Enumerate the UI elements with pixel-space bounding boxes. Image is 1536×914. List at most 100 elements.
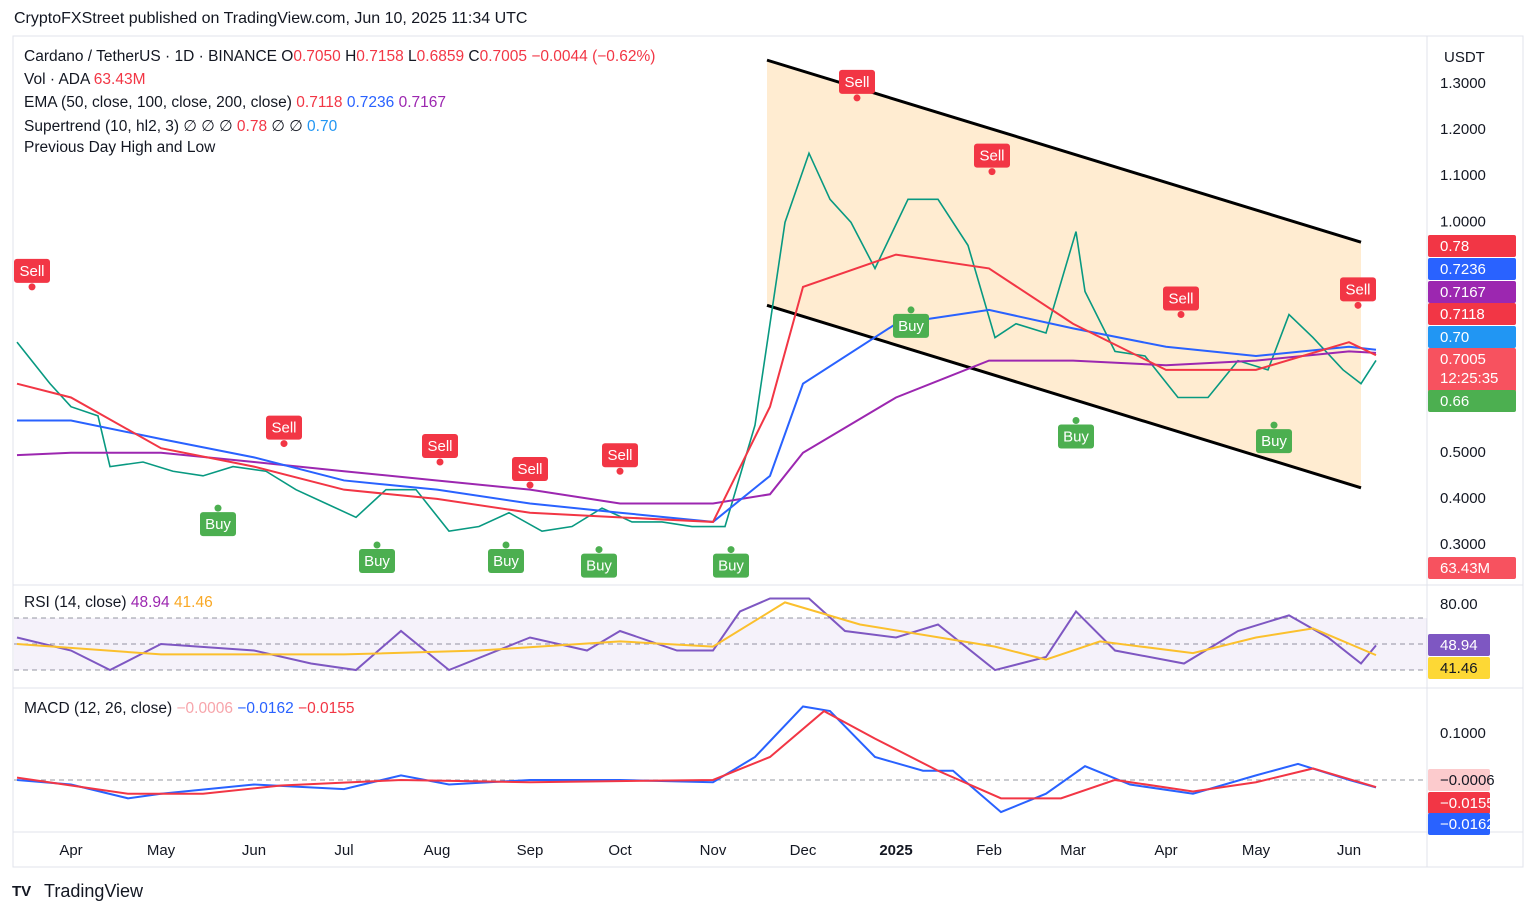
signal-point bbox=[502, 541, 510, 549]
signal-point bbox=[988, 168, 996, 176]
change: −0.0044 (−0.62%) bbox=[531, 48, 656, 65]
badge-label: 0.70 bbox=[1440, 329, 1469, 346]
st-value: ∅ bbox=[289, 118, 303, 135]
y-tick-label: 0.5000 bbox=[1440, 444, 1486, 461]
signal-label: Buy bbox=[493, 553, 519, 570]
ohlc-key: L bbox=[408, 48, 417, 65]
signal-box bbox=[1340, 277, 1376, 302]
price-badge bbox=[1428, 303, 1516, 325]
signal-label: Sell bbox=[607, 447, 632, 464]
price-badge bbox=[1428, 326, 1516, 348]
price-badge bbox=[1428, 258, 1516, 280]
brand-name: TradingView bbox=[44, 881, 144, 901]
legend-macd: MACD (12, 26, close) −0.0006 −0.0162 −0.… bbox=[24, 700, 355, 718]
x-tick-label: Mar bbox=[1060, 842, 1086, 859]
vol-name: Vol · ADA bbox=[24, 71, 90, 88]
ohlc: O0.7050 H0.7158 L0.6859 C0.7005 bbox=[281, 48, 531, 65]
price-badge bbox=[1428, 348, 1516, 392]
x-tick-label: Nov bbox=[700, 842, 727, 859]
x-tick-label: Sep bbox=[517, 842, 544, 859]
rsi-band bbox=[14, 617, 1427, 671]
st-values: ∅ ∅ ∅ 0.78 ∅ ∅ 0.70 bbox=[183, 118, 337, 135]
signal-label: Sell bbox=[844, 74, 869, 91]
st-value: ∅ bbox=[219, 118, 233, 135]
signal-point bbox=[1072, 417, 1080, 425]
ohlc-key: C bbox=[468, 48, 480, 65]
ema-value: 0.7118 bbox=[296, 94, 343, 111]
x-tick-label: May bbox=[147, 842, 176, 859]
signal-point bbox=[1354, 301, 1362, 309]
x-tick-label: Jun bbox=[242, 842, 266, 859]
signal-box bbox=[1256, 429, 1292, 454]
signal-point bbox=[1270, 421, 1278, 429]
x-tick-label: Oct bbox=[608, 842, 632, 859]
x-tick-label: 2025 bbox=[879, 842, 912, 859]
rsi-value: 48.94 bbox=[130, 594, 170, 611]
series-line bbox=[16, 709, 1377, 800]
macd-name: MACD (12, 26, close) bbox=[24, 700, 173, 717]
badge-label: −0.0162 bbox=[1440, 816, 1495, 833]
symbol: Cardano / TetherUS · 1D · BINANCE bbox=[24, 48, 277, 65]
signal-box bbox=[422, 434, 458, 459]
x-tick-label: Feb bbox=[976, 842, 1002, 859]
frame bbox=[12, 35, 1524, 868]
signal-point bbox=[214, 504, 222, 512]
signal-point bbox=[727, 546, 735, 554]
ohlc-value: 0.6859 bbox=[416, 48, 465, 65]
st-value: 0.78 bbox=[236, 118, 268, 135]
price-badge bbox=[1428, 235, 1516, 257]
ohlc-value: 0.7005 bbox=[479, 48, 528, 65]
signal-point bbox=[907, 306, 915, 314]
price-badge bbox=[1428, 281, 1516, 303]
badge-label: 63.43M bbox=[1440, 560, 1490, 577]
st-value: ∅ bbox=[271, 118, 285, 135]
countdown: 12:25:35 bbox=[1440, 370, 1498, 387]
signal-box bbox=[1058, 424, 1094, 449]
signal-label: Buy bbox=[1063, 429, 1089, 446]
signal-label: Sell bbox=[1345, 281, 1370, 298]
signal-point bbox=[436, 458, 444, 466]
legend-vol: Vol · ADA 63.43M bbox=[24, 71, 146, 89]
signal-box bbox=[14, 258, 50, 283]
st-name: Supertrend (10, hl2, 3) bbox=[24, 118, 180, 135]
signal-label: Buy bbox=[364, 553, 390, 570]
series-line bbox=[16, 601, 1377, 661]
ohlc-key: H bbox=[345, 48, 357, 65]
price-badge bbox=[1428, 657, 1490, 679]
series-line bbox=[16, 253, 1377, 523]
rsi-name: RSI (14, close) bbox=[24, 594, 127, 611]
x-tick-label: Dec bbox=[790, 842, 817, 859]
signal-box bbox=[1163, 286, 1199, 311]
macd-value: −0.0162 bbox=[237, 700, 294, 717]
signal-box bbox=[839, 69, 875, 94]
price-badge bbox=[1428, 769, 1490, 791]
y-tick-label: 1.0000 bbox=[1440, 213, 1486, 230]
y-tick-label: 0.3000 bbox=[1440, 536, 1486, 553]
signal-label: Sell bbox=[427, 438, 452, 455]
badge-label: 0.66 bbox=[1440, 393, 1469, 410]
badge-label: −0.0006 bbox=[1440, 772, 1495, 789]
ema-name: EMA (50, close, 100, close, 200, close) bbox=[24, 94, 292, 111]
y-tick-label: 1.1000 bbox=[1440, 167, 1486, 184]
macd-value: −0.0155 bbox=[298, 700, 355, 717]
badge-label: 0.7005 bbox=[1440, 351, 1486, 368]
signal-box bbox=[974, 143, 1010, 168]
ema-value: 0.7236 bbox=[346, 94, 395, 111]
series-line bbox=[16, 705, 1377, 814]
signal-point bbox=[1177, 311, 1185, 319]
signal-point bbox=[853, 94, 861, 102]
badge-label: 0.7118 bbox=[1440, 306, 1485, 323]
signal-box bbox=[713, 553, 749, 578]
badge-label: 0.7236 bbox=[1440, 261, 1486, 278]
y-tick-label: 0.1000 bbox=[1440, 725, 1486, 742]
legend-supertrend: Supertrend (10, hl2, 3) ∅ ∅ ∅ 0.78 ∅ ∅ 0… bbox=[24, 117, 337, 136]
signal-label: Buy bbox=[586, 558, 612, 575]
x-tick-label: Apr bbox=[1154, 842, 1177, 859]
y-tick-label: 1.3000 bbox=[1440, 75, 1486, 92]
signal-point bbox=[616, 467, 624, 475]
legend-pdhl: Previous Day High and Low bbox=[24, 139, 216, 156]
st-value: ∅ bbox=[201, 118, 215, 135]
signal-point bbox=[595, 546, 603, 554]
signal-box bbox=[602, 443, 638, 468]
